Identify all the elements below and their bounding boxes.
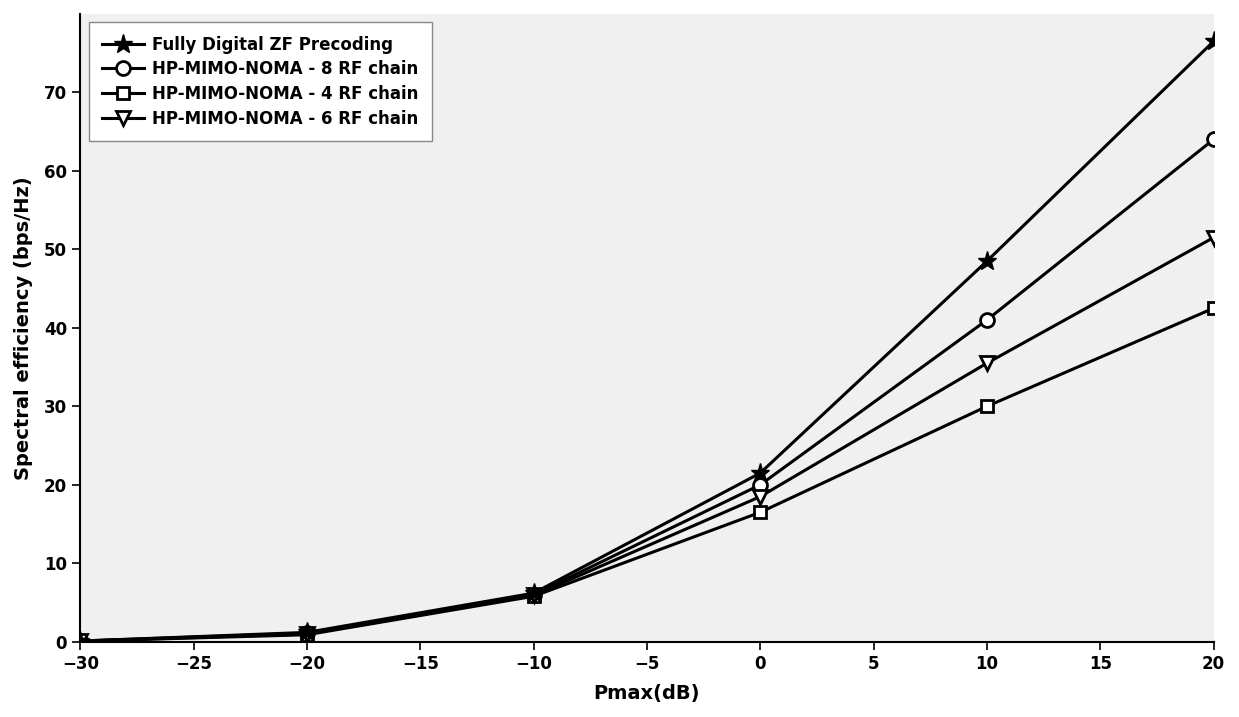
HP-MIMO-NOMA - 6 RF chain [980,359,995,368]
HP-MIMO-NOMA - 6 RF chain [1206,233,1220,242]
HP-MIMO-NOMA - 4 RF chain [980,402,995,411]
HP-MIMO-NOMA - 8 RF chain [753,480,768,489]
Fully Digital ZF Precoding [980,257,995,265]
HP-MIMO-NOMA - 6 RF chain [300,630,315,638]
Legend: Fully Digital ZF Precoding, HP-MIMO-NOMA - 8 RF chain, HP-MIMO-NOMA - 4 RF chain: Fully Digital ZF Precoding, HP-MIMO-NOMA… [89,22,431,141]
Line: HP-MIMO-NOMA - 6 RF chain: HP-MIMO-NOMA - 6 RF chain [73,231,1220,648]
Fully Digital ZF Precoding [527,589,541,597]
Fully Digital ZF Precoding [73,637,88,645]
HP-MIMO-NOMA - 8 RF chain [300,629,315,637]
Fully Digital ZF Precoding [753,469,768,478]
HP-MIMO-NOMA - 8 RF chain [527,590,541,599]
HP-MIMO-NOMA - 6 RF chain [753,493,768,501]
Fully Digital ZF Precoding [300,628,315,637]
HP-MIMO-NOMA - 4 RF chain [1206,304,1220,313]
HP-MIMO-NOMA - 6 RF chain [527,592,541,600]
Line: HP-MIMO-NOMA - 8 RF chain: HP-MIMO-NOMA - 8 RF chain [73,133,1220,648]
HP-MIMO-NOMA - 4 RF chain [753,508,768,517]
HP-MIMO-NOMA - 8 RF chain [73,637,88,645]
HP-MIMO-NOMA - 8 RF chain [1206,136,1220,144]
HP-MIMO-NOMA - 4 RF chain [527,592,541,601]
Fully Digital ZF Precoding [1206,37,1220,46]
X-axis label: Pmax(dB): Pmax(dB) [593,684,700,703]
HP-MIMO-NOMA - 4 RF chain [73,637,88,645]
HP-MIMO-NOMA - 6 RF chain [73,637,88,645]
HP-MIMO-NOMA - 4 RF chain [300,630,315,639]
Line: Fully Digital ZF Precoding: Fully Digital ZF Precoding [71,32,1223,651]
Y-axis label: Spectral efficiency (bps/Hz): Spectral efficiency (bps/Hz) [14,176,33,480]
Line: HP-MIMO-NOMA - 4 RF chain: HP-MIMO-NOMA - 4 RF chain [74,302,1220,647]
HP-MIMO-NOMA - 8 RF chain [980,315,995,324]
